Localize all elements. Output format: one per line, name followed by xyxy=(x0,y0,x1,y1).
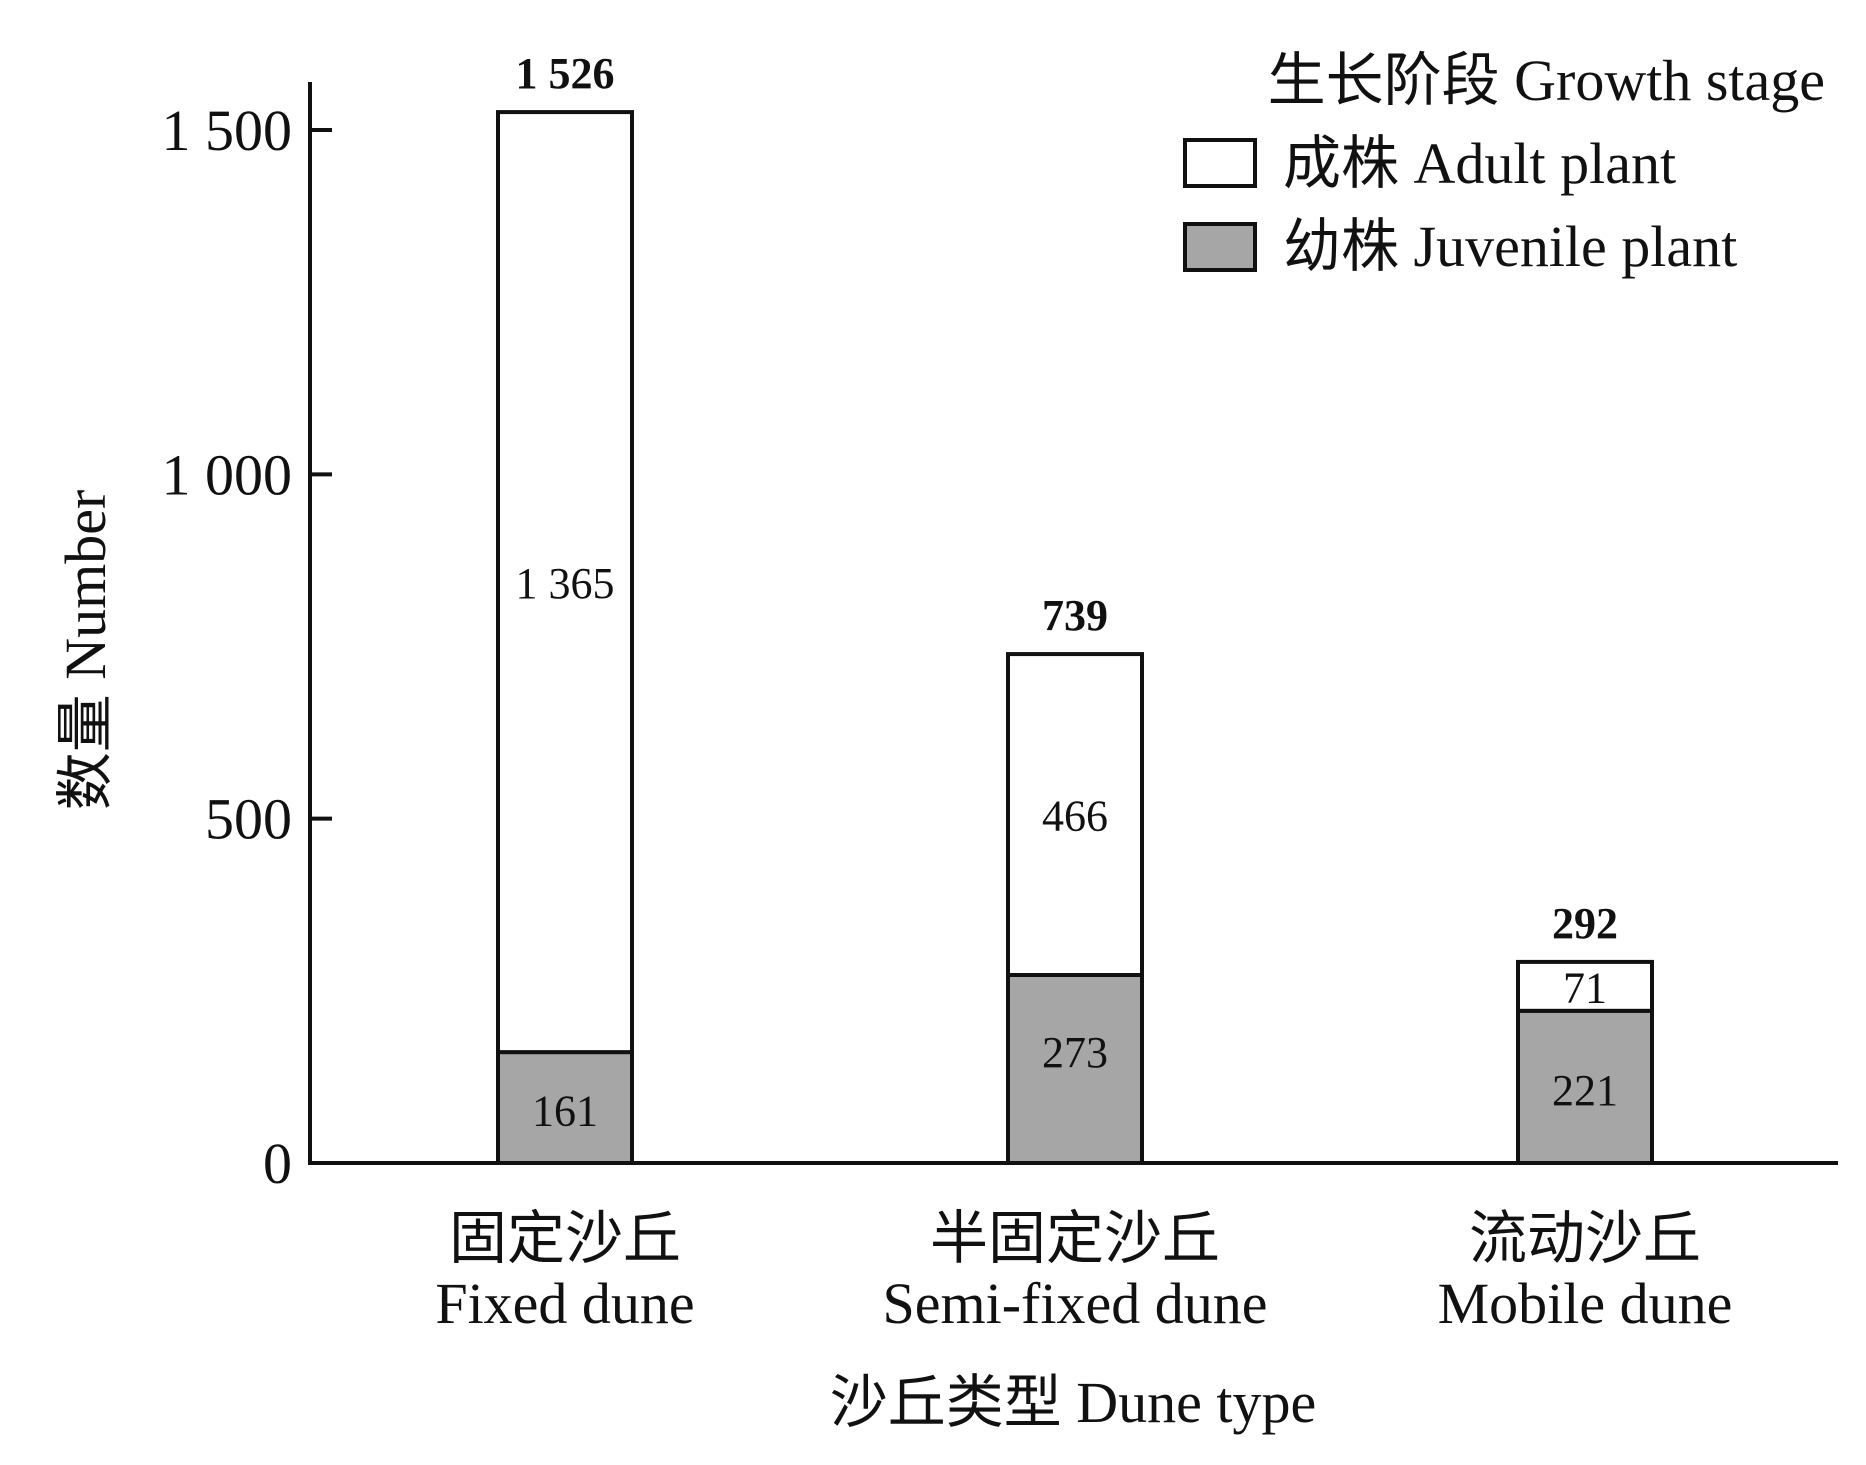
legend-swatch-juvenile xyxy=(1183,222,1257,272)
bar-juvenile xyxy=(1006,972,1144,1166)
legend-label-juvenile: 幼株 Juvenile plant xyxy=(1283,214,1737,279)
bars: 161 1 365 1 526 273 466 739 221 71 292 xyxy=(496,49,1654,1166)
x-tick-label-zh: 流动沙丘 xyxy=(1469,1206,1701,1271)
legend: 生长阶段 Growth stage 成株 Adult plant 幼株 Juve… xyxy=(1183,48,1825,279)
y-tick-label: 1 500 xyxy=(162,98,293,163)
bar-adult xyxy=(1516,959,1654,1013)
y-tick-label: 1 000 xyxy=(162,442,293,507)
y-tick-label: 0 xyxy=(263,1131,292,1196)
y-tick-label: 500 xyxy=(205,787,292,852)
x-tick-label-zh: 半固定沙丘 xyxy=(930,1206,1220,1271)
legend-swatch-adult xyxy=(1183,138,1257,188)
bar-adult xyxy=(496,110,634,1055)
data-label-total: 739 xyxy=(1042,591,1108,640)
data-label-adult: 71 xyxy=(1563,963,1607,1012)
data-label-juvenile: 161 xyxy=(532,1087,598,1136)
y-ticks: 0 500 1 000 1 500 xyxy=(162,98,332,1196)
x-tick-label-en: Semi-fixed dune xyxy=(883,1271,1268,1336)
data-label-juvenile: 273 xyxy=(1042,1028,1108,1077)
legend-title: 生长阶段 Growth stage xyxy=(1268,48,1825,113)
x-tick-label-zh: 固定沙丘 xyxy=(449,1206,681,1271)
y-axis-title: 数量 Number xyxy=(53,490,118,811)
data-label-juvenile: 221 xyxy=(1552,1066,1618,1115)
data-label-adult: 466 xyxy=(1042,792,1108,841)
data-label-total: 1 526 xyxy=(516,49,615,98)
data-label-total: 292 xyxy=(1552,899,1618,948)
x-tick-label-en: Fixed dune xyxy=(435,1271,694,1336)
data-label-adult: 1 365 xyxy=(516,559,615,608)
x-axis-title: 沙丘类型 Dune type xyxy=(830,1370,1317,1435)
bar-adult xyxy=(1006,652,1144,977)
legend-label-adult: 成株 Adult plant xyxy=(1283,131,1676,196)
x-tick-label-en: Mobile dune xyxy=(1438,1271,1733,1336)
